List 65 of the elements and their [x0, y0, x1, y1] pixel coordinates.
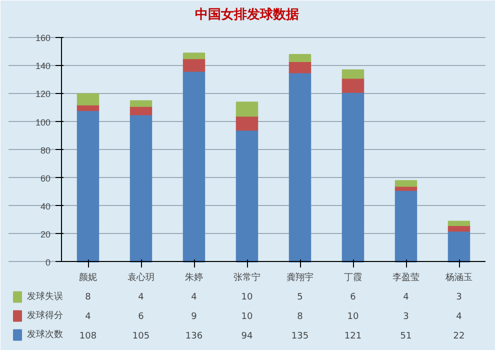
data-label: 51 — [400, 331, 412, 342]
bar — [394, 180, 418, 187]
bar — [130, 100, 152, 107]
data-label: 94 — [241, 331, 253, 342]
x-tick-label: 朱婷 — [185, 272, 203, 283]
y-tick-label: 160 — [35, 33, 51, 44]
bar — [448, 230, 470, 262]
bar — [288, 60, 312, 74]
bar — [236, 102, 258, 117]
data-label: 8 — [85, 292, 92, 303]
bar — [288, 54, 312, 62]
data-label: 10 — [347, 312, 359, 322]
y-tick-label: 100 — [35, 117, 51, 128]
bar — [130, 114, 152, 262]
bar — [448, 220, 470, 226]
legend-label: 发球次数 — [27, 328, 63, 341]
bar — [76, 110, 100, 262]
data-label: 6 — [350, 292, 356, 303]
data-label: 4 — [138, 292, 144, 303]
x-tick-label: 张常宁 — [234, 272, 260, 283]
y-tick-label: 40 — [40, 201, 51, 212]
x-tick-label: 颜妮 — [79, 272, 97, 283]
bar — [342, 69, 364, 79]
data-label: 135 — [291, 331, 309, 342]
bar — [182, 52, 206, 60]
data-label: 9 — [191, 312, 198, 322]
legend-label: 发球得分 — [27, 310, 63, 322]
x-tick-label: 李盈莹 — [392, 272, 420, 283]
bar — [394, 190, 418, 262]
data-label: 3 — [403, 312, 409, 322]
data-label: 5 — [297, 292, 303, 303]
data-label: 108 — [79, 331, 97, 342]
data-label: 105 — [132, 331, 150, 342]
data-label: 4 — [85, 312, 92, 322]
bar — [342, 78, 364, 93]
x-tick-label: 龚翔宇 — [286, 272, 314, 283]
data-label: 136 — [185, 331, 203, 342]
data-label: 4 — [456, 312, 462, 322]
y-tick-label: 80 — [40, 145, 51, 156]
x-tick-label: 丁霞 — [344, 272, 362, 283]
y-tick-label: 140 — [35, 61, 51, 72]
x-tick-label: 袁心玥 — [128, 272, 154, 283]
data-label: 3 — [456, 292, 462, 303]
data-label: 10 — [241, 312, 253, 322]
bar — [76, 93, 100, 106]
data-label: 10 — [241, 292, 253, 303]
data-label: 6 — [138, 312, 144, 322]
data-label: 4 — [191, 292, 198, 303]
legend-label: 发球失误 — [27, 290, 63, 303]
y-tick-label: 0 — [45, 257, 51, 268]
bar — [182, 70, 206, 262]
y-tick-label: 120 — [35, 89, 51, 100]
chart-title: 中国女排发球数据 — [195, 6, 299, 22]
data-label: 8 — [297, 312, 304, 322]
data-label: 4 — [403, 292, 410, 303]
bar — [236, 130, 258, 262]
x-tick-label: 杨涵玉 — [444, 272, 472, 283]
bar — [342, 92, 364, 262]
data-label: 22 — [453, 331, 465, 342]
data-label: 121 — [344, 331, 362, 342]
y-tick-label: 20 — [40, 229, 51, 240]
bar — [182, 58, 206, 72]
y-tick-label: 60 — [40, 173, 51, 184]
bar — [288, 72, 312, 262]
bar — [236, 116, 258, 131]
